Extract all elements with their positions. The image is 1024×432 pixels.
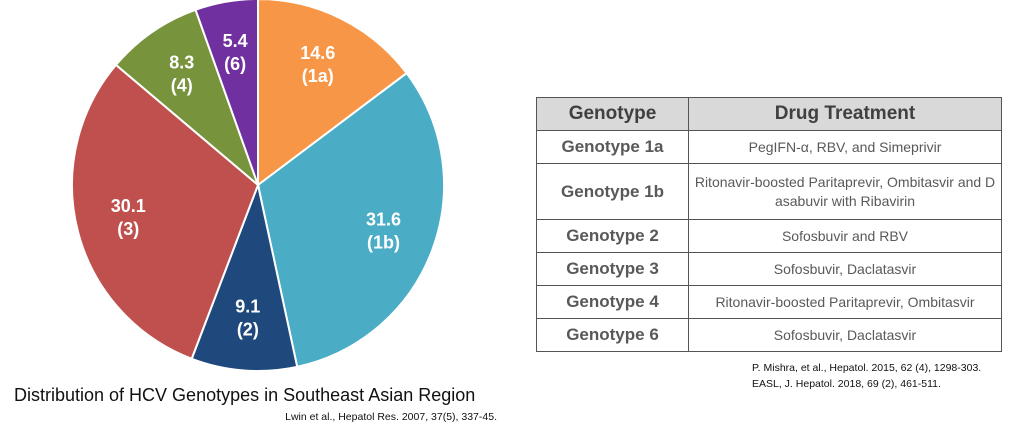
table-row: Genotype 2 Sofosbuvir and RBV	[536, 219, 1002, 253]
chart-source: Lwin et al., Hepatol Res. 2007, 37(5), 3…	[285, 411, 497, 423]
genotype-cell: Genotype 2	[536, 219, 689, 253]
genotype-cell: Genotype 1a	[536, 130, 689, 164]
treatment-cell: Sofosbuvir, Daclatasvir	[688, 252, 1002, 286]
value-label: 31.6	[366, 210, 401, 230]
table-row: Genotype 1b Ritonavir-boosted Paritaprevi…	[536, 163, 1002, 220]
pie-slice	[71, 63, 260, 361]
treatment-cell: Ritonavir-boosted Paritaprevir, Ombitasv…	[688, 285, 1002, 319]
references: P. Mishra, et al., Hepatol. 2015, 62 (4)…	[752, 360, 981, 392]
category-label: (6)	[224, 54, 246, 74]
value-label: 14.6	[300, 43, 335, 63]
table-row: Genotype 4 Ritonavir-boosted Paritaprevir…	[536, 285, 1002, 319]
table-row: Genotype 6 Sofosbuvir, Daclatasvir	[536, 318, 1002, 352]
category-label: (1b)	[367, 233, 400, 253]
genotype-cell: Genotype 1b	[536, 163, 689, 220]
genotype-cell: Genotype 3	[536, 252, 689, 286]
pie-slice	[257, 0, 409, 188]
header-cell: Drug Treatment	[688, 97, 1002, 131]
pie-slice	[256, 71, 445, 369]
value-label: 9.1	[235, 296, 260, 316]
value-label: 5.4	[223, 31, 248, 51]
table-row: Genotype 1a PegIFN-α, RBV, and Simeprivir	[536, 130, 1002, 164]
treatment-cell: PegIFN-α, RBV, and Simeprivir	[688, 130, 1002, 164]
pie-slice	[190, 181, 299, 372]
chart-title: Distribution of HCV Genotypes in Southea…	[14, 385, 476, 405]
treatment-table: Genotype Drug Treatment Genotype 1a PegIF…	[536, 97, 1002, 352]
category-label: (3)	[117, 219, 139, 239]
pie-slice	[194, 0, 259, 186]
treatment-cell: Sofosbuvir and RBV	[688, 219, 1002, 253]
header-row: Genotype Drug Treatment	[536, 97, 1002, 131]
value-label: 30.1	[111, 196, 146, 216]
value-label: 8.3	[169, 53, 194, 73]
reference: EASL, J. Hepatol. 2018, 69 (2), 461-511.	[752, 378, 941, 390]
treatment-cell: Sofosbuvir, Daclatasvir	[688, 318, 1002, 352]
header-cell: Genotype	[536, 97, 689, 131]
pie-chart: 14.6 (1a) 31.6 (1b) 9.1 (2) 30.1 (3) 8.3 (4) 5.4 (6…	[71, 0, 445, 372]
table-row: Genotype 3 Sofosbuvir, Daclatasvir	[536, 252, 1002, 286]
genotype-cell: Genotype 4	[536, 285, 689, 319]
reference: P. Mishra, et al., Hepatol. 2015, 62 (4)…	[752, 362, 982, 374]
category-label: (2)	[237, 319, 259, 339]
genotype-cell: Genotype 6	[536, 318, 689, 352]
category-label: (4)	[171, 76, 193, 96]
pie-slice	[114, 8, 261, 189]
treatment-cell: Ritonavir-boosted Paritaprevir, Ombitasv…	[688, 163, 1002, 220]
category-label: (1a)	[302, 66, 334, 86]
